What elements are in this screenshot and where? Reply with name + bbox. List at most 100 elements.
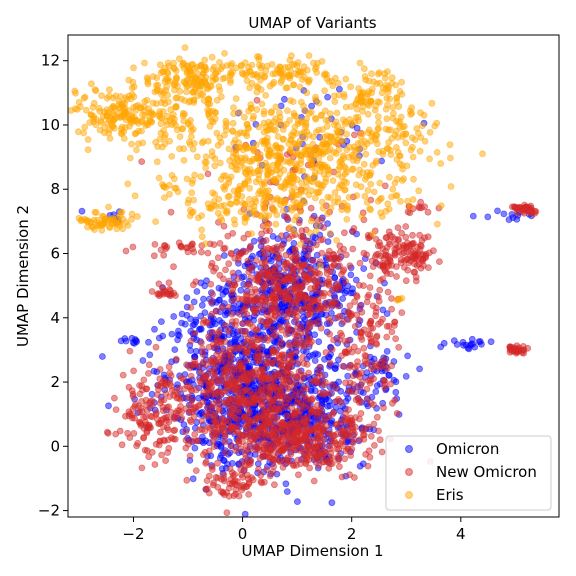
data-point <box>328 499 336 507</box>
data-point <box>433 220 441 228</box>
data-point <box>243 145 250 152</box>
data-point <box>314 443 322 451</box>
data-point <box>204 170 212 178</box>
data-point <box>355 85 363 92</box>
data-point <box>321 87 329 95</box>
data-point <box>200 373 208 381</box>
data-point <box>272 126 279 134</box>
data-point <box>364 110 372 118</box>
data-point <box>187 347 194 354</box>
data-point <box>228 289 236 296</box>
data-point <box>301 415 309 422</box>
data-point <box>77 103 84 111</box>
data-point <box>389 185 397 193</box>
data-point <box>404 197 412 205</box>
data-point <box>293 273 301 281</box>
data-point <box>424 264 432 272</box>
data-point <box>282 84 290 92</box>
data-point <box>181 320 189 328</box>
data-point <box>353 124 361 132</box>
data-point <box>311 305 319 313</box>
data-point <box>214 459 221 467</box>
data-point <box>249 323 257 331</box>
data-point <box>487 338 495 346</box>
data-point <box>133 213 141 220</box>
data-point <box>297 98 305 106</box>
data-point <box>345 388 353 396</box>
data-point <box>287 204 295 212</box>
data-point <box>187 372 195 380</box>
data-point <box>471 343 479 351</box>
data-point <box>146 351 154 359</box>
data-point <box>251 369 259 377</box>
data-point <box>367 206 375 214</box>
data-point <box>225 260 233 268</box>
data-point <box>220 252 228 259</box>
data-point <box>140 413 148 421</box>
data-point <box>311 357 319 365</box>
data-point <box>157 99 165 106</box>
data-point <box>376 79 384 87</box>
data-point <box>242 483 250 491</box>
data-point <box>311 319 318 327</box>
points-layer <box>67 44 540 518</box>
data-point <box>222 266 229 274</box>
data-point <box>338 206 346 214</box>
data-point <box>191 171 199 179</box>
data-point <box>87 111 95 118</box>
data-point <box>284 378 292 386</box>
data-point <box>340 93 348 101</box>
data-point <box>367 97 375 105</box>
data-point <box>372 388 380 396</box>
data-point <box>166 393 174 401</box>
data-point <box>356 59 364 67</box>
data-point <box>336 312 344 320</box>
data-point <box>206 424 214 432</box>
data-point <box>298 401 306 409</box>
data-point <box>231 386 239 394</box>
data-point <box>255 56 263 63</box>
data-point <box>369 230 377 238</box>
data-point <box>147 424 155 432</box>
data-point <box>343 204 351 212</box>
data-point <box>243 345 251 353</box>
data-point <box>282 403 290 411</box>
data-point <box>328 346 336 353</box>
data-point <box>221 432 229 440</box>
data-point <box>349 245 357 253</box>
data-point <box>393 94 401 101</box>
data-point <box>374 98 382 105</box>
data-point <box>145 361 153 369</box>
data-point <box>206 122 214 130</box>
data-point <box>166 380 174 387</box>
data-point <box>356 397 364 405</box>
data-point <box>87 218 95 226</box>
data-point <box>249 476 257 484</box>
data-point <box>298 179 306 187</box>
data-point <box>468 335 476 343</box>
data-point <box>342 278 350 285</box>
data-point <box>326 330 334 338</box>
data-point <box>339 318 347 326</box>
data-point <box>316 424 324 432</box>
data-point <box>239 375 247 382</box>
data-point <box>415 203 423 211</box>
data-point <box>324 220 332 228</box>
data-point <box>229 428 237 436</box>
data-point <box>234 415 242 423</box>
data-point <box>191 430 199 438</box>
data-point <box>254 460 262 468</box>
data-point <box>280 95 288 103</box>
data-point <box>240 234 248 242</box>
data-point <box>250 237 258 245</box>
data-point <box>157 397 165 404</box>
data-point <box>370 401 378 409</box>
data-point <box>305 237 312 245</box>
data-point <box>337 418 345 426</box>
data-point <box>170 59 178 67</box>
data-point <box>311 172 319 180</box>
data-point <box>300 360 308 367</box>
data-point <box>333 430 341 438</box>
data-point <box>274 144 282 152</box>
data-point <box>265 394 273 402</box>
